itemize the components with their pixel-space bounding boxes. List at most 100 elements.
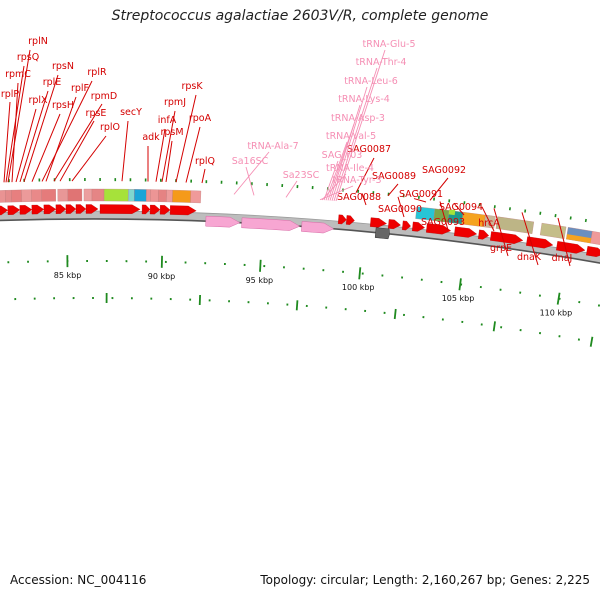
gene-label: SAG0093 xyxy=(421,217,465,228)
cds-arrow xyxy=(31,204,45,215)
rna-label: tRNA-Asp-3 xyxy=(331,113,385,124)
gene-label: hrcA xyxy=(478,218,500,229)
gene-label: grpE xyxy=(490,243,512,254)
gene-labels: rplN rpsQ rpsN rpmC rplE rplR rplP rplX rpsH rplF… xyxy=(1,36,572,267)
gene-label: rpoA xyxy=(189,113,212,124)
leader-line xyxy=(175,94,197,183)
leader-line xyxy=(155,128,166,182)
leader-line xyxy=(285,180,298,198)
gene-label: rplF xyxy=(71,83,89,94)
leader-line xyxy=(31,113,61,182)
leader-line xyxy=(165,140,173,182)
cds-arrow xyxy=(369,217,387,228)
feature-block xyxy=(83,188,93,202)
cds-arrow xyxy=(345,215,355,225)
feature-block xyxy=(67,188,83,202)
leader-line xyxy=(319,185,354,201)
leader-line xyxy=(201,168,206,184)
gene-label: SAG0088 xyxy=(337,192,381,203)
gene-label: rpmJ xyxy=(164,97,186,108)
leader-line xyxy=(59,120,95,182)
cds-arrow xyxy=(478,229,490,240)
tick-mark-major xyxy=(358,267,362,280)
feature-block xyxy=(41,189,56,202)
leader-line xyxy=(413,198,427,203)
feature-block xyxy=(31,189,42,202)
rna-label: SAG_r03 xyxy=(322,150,363,161)
gene-label: rpmD xyxy=(91,91,118,102)
cds-arrow xyxy=(7,205,21,215)
leader-line xyxy=(245,166,255,196)
rna-label: tRNA-Ala-7 xyxy=(247,141,298,152)
feature-block xyxy=(566,234,592,244)
leader-line xyxy=(233,151,270,195)
tick-track: 85 kbp 90 kbp 95 kbp 100 kbp 105 kbp 110 kbp xyxy=(7,178,600,347)
feature-block xyxy=(158,189,167,203)
scale-label: 110 kbp xyxy=(540,308,573,317)
gene-label: rplQ xyxy=(195,156,215,167)
cds-arrow xyxy=(556,241,586,254)
gene-label: rpsH xyxy=(52,100,74,111)
rna-label: Sa23SC xyxy=(283,170,320,181)
leader-line xyxy=(7,49,31,183)
gene-label: rpmC xyxy=(5,69,31,80)
leader-line xyxy=(387,183,399,197)
feature-block xyxy=(128,189,135,202)
cds-arrow xyxy=(65,204,77,214)
leader-line xyxy=(161,110,176,182)
feature-block xyxy=(57,188,69,202)
scale-label: 90 kbp xyxy=(148,272,176,281)
feature-block xyxy=(91,188,105,202)
rna-label: tRNA-Glu-5 xyxy=(363,39,416,50)
accession-text: Accession: NC_004116 xyxy=(10,573,147,587)
cds-arrow xyxy=(411,221,425,232)
gene-label: rplX xyxy=(28,95,48,106)
rna-label: tRNA-Thr-4 xyxy=(356,57,407,68)
leader-line xyxy=(5,65,25,183)
rna-label: tRNA-Tyr-3 xyxy=(333,175,382,186)
feature-block xyxy=(166,189,173,203)
rna-arrow xyxy=(205,215,241,228)
leader-line xyxy=(23,74,59,182)
cds-arrow xyxy=(99,204,141,214)
feature-block xyxy=(448,209,456,216)
feature-block xyxy=(172,189,192,203)
leader-line xyxy=(321,173,347,201)
gene-label: SAG0087 xyxy=(347,144,391,155)
leader-line xyxy=(323,160,339,201)
gene-label: SAG0092 xyxy=(422,165,466,176)
cds-arrow xyxy=(0,205,9,216)
gene-label: rplR xyxy=(87,67,107,78)
tick-mark-major xyxy=(295,300,299,311)
gene-label: rpsM xyxy=(160,127,183,138)
gene-label: rpsK xyxy=(181,81,203,92)
leader-line xyxy=(481,206,495,232)
feature-block xyxy=(5,189,12,203)
leader-line xyxy=(329,104,361,201)
feature-block xyxy=(539,222,567,239)
feature-block xyxy=(0,190,6,203)
leader-line xyxy=(493,208,509,257)
tick-mark-major xyxy=(556,292,561,305)
gene-label: SAG0094 xyxy=(439,202,483,213)
feature-band xyxy=(0,188,600,245)
gene-label: rplO xyxy=(100,122,120,133)
rna-label: tRNA-Ile-4 xyxy=(326,163,374,174)
gene-label: rplN xyxy=(28,36,48,47)
leader-line xyxy=(325,141,348,201)
leader-line xyxy=(19,90,49,183)
map-title: Streptococcus agalactiae 2603V/R, comple… xyxy=(111,8,489,24)
rna-track xyxy=(205,215,390,240)
leader-line xyxy=(439,201,449,231)
tick-mark-major xyxy=(589,336,594,347)
topology-text: Topology: circular; Length: 2,160,267 bp… xyxy=(260,573,590,587)
rna-arrow xyxy=(241,217,301,231)
cds-arrow xyxy=(141,204,151,215)
tick-mark-major xyxy=(259,259,262,272)
feature-block xyxy=(146,189,151,202)
gene-label: SAG0090 xyxy=(378,204,422,215)
scale-label: 100 kbp xyxy=(342,283,375,292)
cds-arrow xyxy=(149,204,161,215)
leader-line xyxy=(361,193,367,206)
